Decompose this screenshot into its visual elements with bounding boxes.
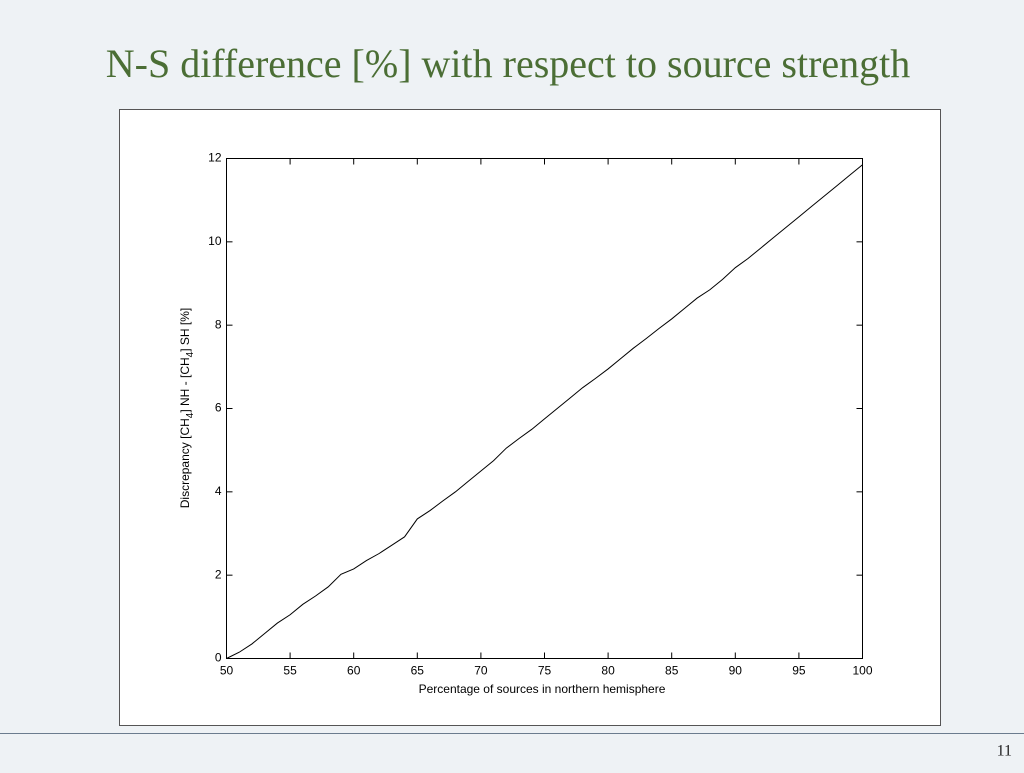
y-tick-label: 0 xyxy=(215,651,222,665)
y-label-subscript: 4 xyxy=(185,412,196,418)
x-tick-label: 60 xyxy=(347,664,361,678)
x-tick-label: 75 xyxy=(538,664,552,678)
x-tick-label: 50 xyxy=(220,664,234,678)
x-tick-label: 65 xyxy=(411,664,425,678)
data-line xyxy=(226,164,863,659)
x-tick-label: 80 xyxy=(601,664,615,678)
y-axis-label: Discrepancy [CH4] NH - [CH4] SH [%] xyxy=(178,308,196,509)
x-axis-label: Percentage of sources in northern hemisp… xyxy=(419,682,666,696)
y-tick-label: 4 xyxy=(215,484,222,498)
page-number: 11 xyxy=(997,743,1012,760)
y-tick-label: 12 xyxy=(208,151,222,165)
x-tick-label: 100 xyxy=(852,664,872,678)
plot-area xyxy=(226,158,863,659)
x-tick-label: 90 xyxy=(729,664,743,678)
x-tick-label: 95 xyxy=(792,664,806,678)
y-label-subscript: 4 xyxy=(185,351,196,357)
x-tick-label: 55 xyxy=(283,664,297,678)
y-label-part: ] NH - [CH xyxy=(178,357,192,412)
x-tick-label: 85 xyxy=(665,664,679,678)
y-label-part: Discrepancy [CH xyxy=(178,418,192,508)
y-tick-label: 6 xyxy=(215,401,222,415)
y-tick-label: 2 xyxy=(215,567,222,581)
x-tick-label: 70 xyxy=(474,664,488,678)
y-label-part: ] SH [%] xyxy=(178,308,192,352)
y-tick-label: 8 xyxy=(215,317,222,331)
y-tick-label: 10 xyxy=(208,234,222,248)
slide-title: N-S difference [%] with respect to sourc… xyxy=(106,41,911,86)
